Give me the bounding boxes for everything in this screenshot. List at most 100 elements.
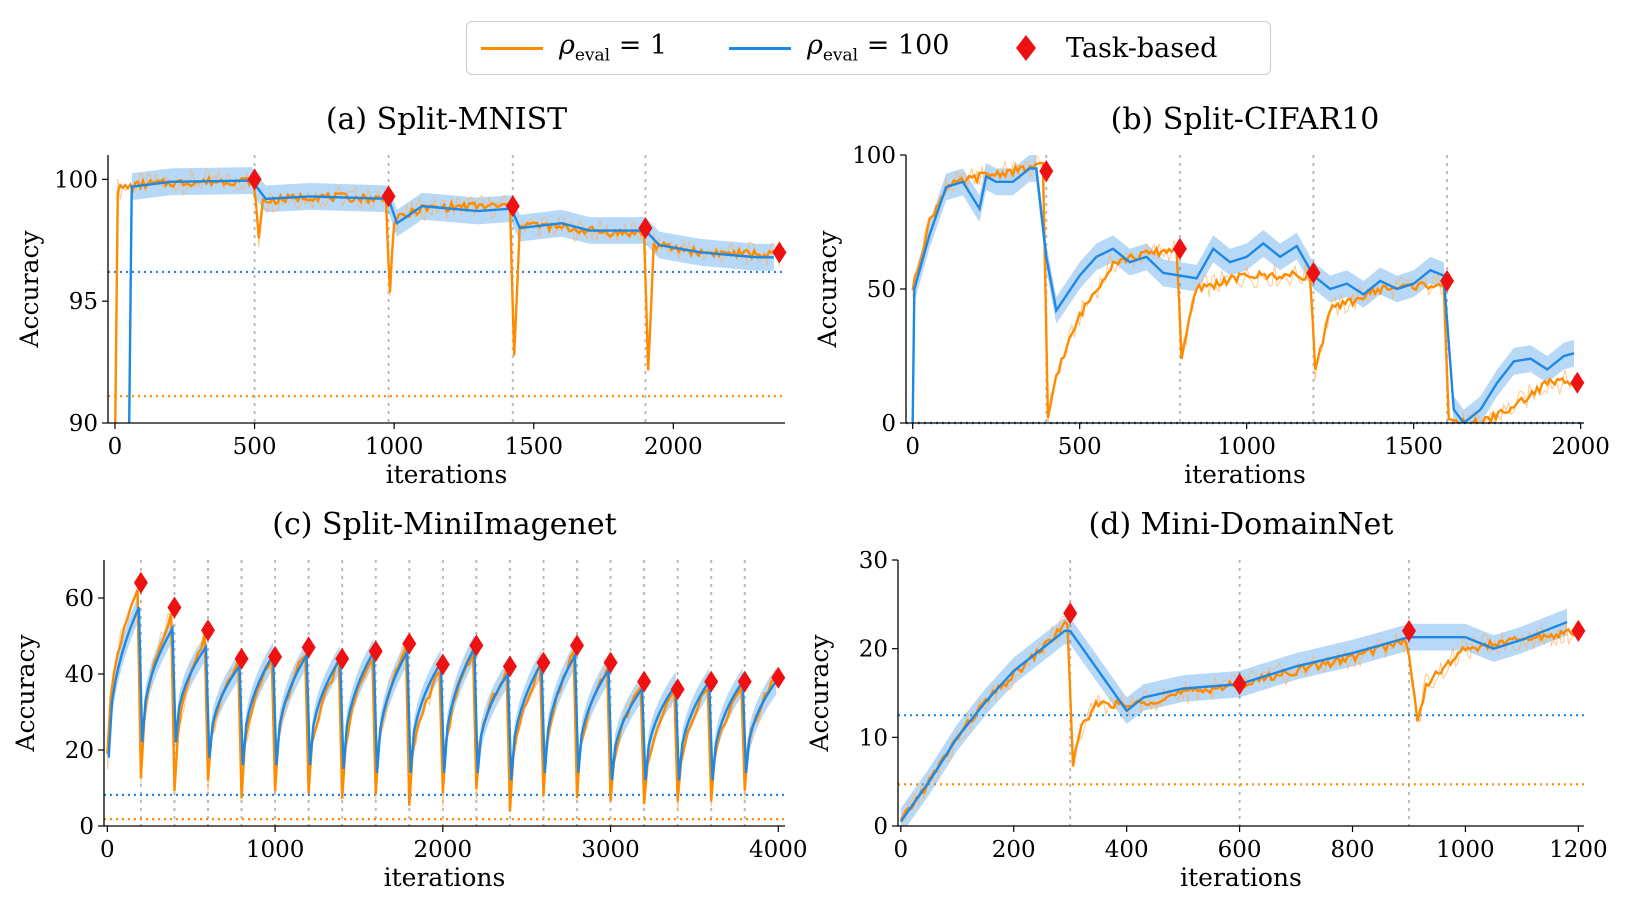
task-based-marker bbox=[502, 655, 517, 678]
series-band-rho-100 bbox=[912, 155, 1574, 423]
task-based-marker bbox=[234, 647, 249, 670]
chart-panel-4: (d) Mini-DomainNet 0 200 400 600 800 1000 1200 0… bbox=[805, 507, 1608, 892]
x-tick-label: 800 bbox=[1331, 837, 1375, 863]
task-based-marker bbox=[570, 634, 585, 657]
x-tick-label: 500 bbox=[233, 434, 277, 460]
y-tick-label: 0 bbox=[79, 814, 94, 840]
y-axis-label: Accuracy bbox=[11, 634, 40, 753]
task-based-marker bbox=[638, 217, 653, 240]
x-tick-label: 1500 bbox=[1384, 434, 1443, 460]
y-tick-label: 60 bbox=[65, 586, 94, 612]
task-based-marker bbox=[268, 645, 283, 668]
series-line-rho-100 bbox=[911, 167, 1575, 423]
diamond-icon bbox=[1016, 35, 1036, 61]
legend-item-rho-100: ρeval = 100 bbox=[729, 30, 950, 66]
legend: ρeval = 1 ρeval = 100 Task-based bbox=[466, 21, 1271, 75]
y-tick-label: 40 bbox=[65, 662, 94, 688]
y-axis-label: Accuracy bbox=[813, 230, 842, 349]
series-band-rho-100 bbox=[900, 608, 1568, 826]
task-based-marker bbox=[1039, 160, 1054, 183]
task-based-marker bbox=[335, 647, 350, 670]
task-based-marker bbox=[435, 653, 450, 676]
task-based-marker bbox=[536, 651, 551, 674]
x-tick-label: 500 bbox=[1058, 434, 1102, 460]
task-based-marker bbox=[505, 195, 520, 218]
task-based-marker bbox=[1571, 619, 1586, 642]
x-tick-label: 1500 bbox=[504, 434, 563, 460]
series-line-rho-1 bbox=[911, 161, 1578, 423]
task-based-marker bbox=[1306, 261, 1321, 284]
task-based-marker bbox=[772, 241, 787, 264]
task-based-marker bbox=[704, 670, 719, 693]
x-tick-label: 600 bbox=[1218, 837, 1262, 863]
task-based-marker bbox=[301, 636, 316, 659]
legend-item-task-based: Task-based bbox=[1012, 32, 1217, 64]
x-tick-label: 0 bbox=[905, 434, 920, 460]
task-based-marker bbox=[167, 596, 182, 619]
y-axis-label: Accuracy bbox=[805, 634, 834, 753]
task-based-marker bbox=[247, 168, 262, 191]
task-based-marker bbox=[1063, 602, 1078, 625]
task-based-marker bbox=[603, 651, 618, 674]
legend-label-rho-1: ρeval = 1 bbox=[559, 30, 668, 66]
legend-line-orange bbox=[481, 46, 543, 50]
y-tick-label: 0 bbox=[873, 814, 888, 840]
legend-label-task-based: Task-based bbox=[1066, 32, 1218, 64]
x-tick-label: 0 bbox=[894, 837, 909, 863]
series-noise-rho-1 bbox=[114, 168, 780, 423]
y-axis-label: Accuracy bbox=[15, 230, 44, 349]
y-tick-label: 20 bbox=[65, 738, 94, 764]
task-based-marker bbox=[1401, 619, 1416, 642]
chart-panel-3: (c) Split-MiniImagenet 0 1000 2000 3000 4000 0… bbox=[11, 507, 808, 892]
x-axis-label: iterations bbox=[384, 863, 506, 892]
y-tick-label: 10 bbox=[859, 725, 888, 751]
legend-line-blue bbox=[729, 46, 791, 50]
y-tick-label: 90 bbox=[69, 411, 98, 437]
x-tick-label: 3000 bbox=[581, 837, 640, 863]
chart-title: (d) Mini-DomainNet bbox=[1089, 507, 1394, 542]
x-tick-label: 1000 bbox=[365, 434, 424, 460]
y-tick-label: 20 bbox=[859, 637, 888, 663]
x-tick-label: 1200 bbox=[1549, 837, 1608, 863]
series-band-rho-100 bbox=[129, 167, 774, 423]
x-axis-label: iterations bbox=[386, 460, 508, 489]
task-based-marker bbox=[200, 619, 215, 642]
y-tick-label: 0 bbox=[881, 411, 896, 437]
x-tick-label: 2000 bbox=[1551, 434, 1610, 460]
chart-panel-1: (a) Split-MNIST 0 500 1000 1500 2000 90 95 100 it… bbox=[15, 102, 787, 489]
task-based-marker bbox=[670, 678, 685, 701]
task-based-marker bbox=[133, 571, 148, 594]
x-tick-label: 1000 bbox=[1436, 837, 1495, 863]
chart-title: (c) Split-MiniImagenet bbox=[272, 507, 616, 542]
task-based-marker bbox=[737, 670, 752, 693]
y-tick-label: 95 bbox=[69, 289, 98, 315]
x-axis-label: iterations bbox=[1180, 863, 1302, 892]
y-tick-label: 100 bbox=[54, 167, 98, 193]
x-tick-label: 0 bbox=[108, 434, 123, 460]
x-tick-label: 2000 bbox=[644, 434, 703, 460]
task-based-marker bbox=[381, 185, 396, 208]
x-axis-label: iterations bbox=[1184, 460, 1306, 489]
series-line-rho-100 bbox=[899, 620, 1568, 823]
task-based-marker bbox=[1232, 673, 1247, 696]
task-based-marker bbox=[368, 640, 383, 663]
y-tick-label: 100 bbox=[852, 143, 896, 169]
legend-label-rho-100: ρeval = 100 bbox=[807, 30, 950, 66]
x-tick-label: 200 bbox=[992, 837, 1036, 863]
chart-panel-2: (b) Split-CIFAR10 0 500 1000 1500 2000 0 50 100 i… bbox=[813, 102, 1610, 489]
task-based-marker bbox=[771, 666, 786, 689]
chart-title: (a) Split-MNIST bbox=[326, 102, 567, 137]
task-based-marker bbox=[402, 632, 417, 655]
legend-item-rho-1: ρeval = 1 bbox=[481, 30, 668, 66]
series-line-rho-100 bbox=[107, 606, 778, 781]
x-tick-label: 1000 bbox=[246, 837, 305, 863]
x-tick-label: 1000 bbox=[1217, 434, 1276, 460]
task-based-marker bbox=[637, 670, 652, 693]
y-tick-label: 30 bbox=[859, 548, 888, 574]
task-based-marker bbox=[1440, 269, 1455, 292]
task-based-marker bbox=[469, 634, 484, 657]
y-tick-label: 50 bbox=[867, 277, 896, 303]
series-noise-rho-1 bbox=[912, 154, 1578, 423]
x-tick-label: 0 bbox=[100, 837, 115, 863]
x-tick-label: 2000 bbox=[414, 837, 473, 863]
